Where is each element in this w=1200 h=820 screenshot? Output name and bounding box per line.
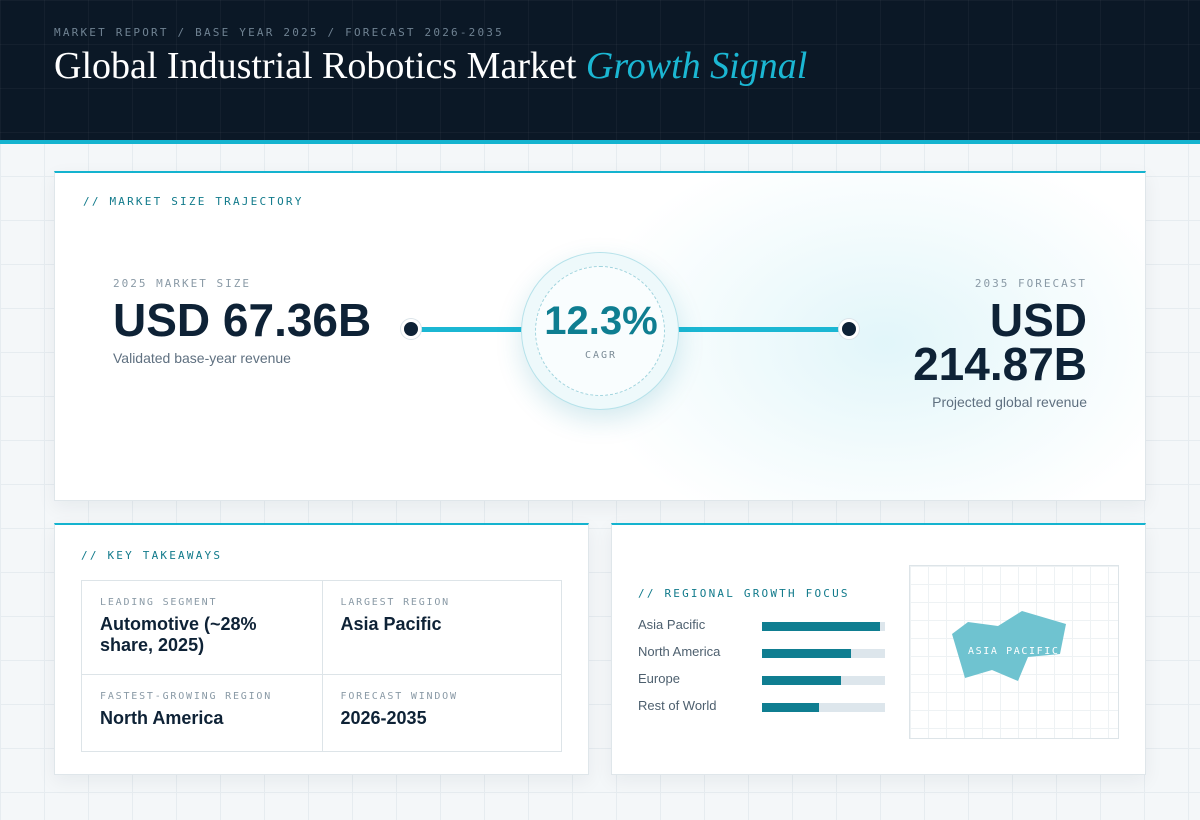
takeaway-cell: FORECAST WINDOW 2026-2035 bbox=[321, 674, 561, 751]
region-bar-row: Asia Pacific bbox=[638, 615, 888, 642]
card-label-regional: // REGIONAL GROWTH FOCUS bbox=[638, 587, 850, 600]
takeaway-label: LEADING SEGMENT bbox=[100, 597, 218, 608]
takeaway-cell: LARGEST REGION Asia Pacific bbox=[321, 581, 562, 674]
forecast-value-line2: 214.87B bbox=[913, 338, 1087, 390]
asia-pacific-map-shape bbox=[952, 611, 1066, 681]
takeaway-label: LARGEST REGION bbox=[340, 597, 450, 608]
region-bar-track bbox=[762, 703, 885, 712]
takeaway-cell: LEADING SEGMENT Automotive (~28% share, … bbox=[82, 581, 322, 674]
region-bar-row: Europe bbox=[638, 669, 888, 696]
region-name: Rest of World bbox=[638, 698, 717, 713]
region-bar-track bbox=[762, 676, 885, 685]
takeaway-label: FORECAST WINDOW bbox=[340, 691, 458, 702]
region-name: Asia Pacific bbox=[638, 617, 706, 632]
cagr-inner-ring: 12.3% CAGR bbox=[535, 266, 665, 396]
takeaway-label: FASTEST-GROWING REGION bbox=[100, 691, 273, 702]
region-bar-fill bbox=[762, 649, 851, 658]
header: MARKET REPORT / BASE YEAR 2025 / FORECAS… bbox=[0, 0, 1200, 140]
regional-growth-card: // REGIONAL GROWTH FOCUS Asia Pacific No… bbox=[611, 523, 1146, 775]
card-label-takeaways: // KEY TAKEAWAYS bbox=[81, 549, 223, 562]
base-value: USD 67.36B bbox=[113, 294, 372, 346]
takeaways-grid: LEADING SEGMENT Automotive (~28% share, … bbox=[81, 580, 562, 752]
region-bar-row: Rest of World bbox=[638, 696, 888, 723]
cagr-label: CAGR bbox=[584, 350, 618, 361]
region-bar-track bbox=[762, 622, 885, 631]
forecast-sub: Projected global revenue bbox=[932, 394, 1087, 410]
page-title: Global Industrial Robotics Market Growth… bbox=[54, 44, 807, 88]
takeaway-cell: FASTEST-GROWING REGION North America bbox=[82, 674, 322, 751]
asia-pacific-region-shape bbox=[952, 611, 1066, 681]
end-point-dot bbox=[839, 319, 859, 339]
forecast-caption: 2035 FORECAST bbox=[974, 277, 1087, 290]
base-caption: 2025 MARKET SIZE bbox=[113, 277, 251, 290]
takeaway-value: Automotive (~28% share, 2025) bbox=[100, 614, 257, 655]
forecast-value: USD 214.87B bbox=[847, 294, 1087, 390]
market-size-card: // MARKET SIZE TRAJECTORY 2025 MARKET SI… bbox=[54, 171, 1146, 501]
takeaway-value: Asia Pacific bbox=[340, 614, 442, 634]
header-rule bbox=[0, 140, 1200, 144]
base-sub: Validated base-year revenue bbox=[113, 350, 291, 366]
start-point-dot bbox=[401, 319, 421, 339]
forecast-block: 2035 FORECAST USD 214.87B Projected glob… bbox=[847, 277, 1087, 410]
base-year-block: 2025 MARKET SIZE USD 67.36B Validated ba… bbox=[113, 277, 371, 366]
cagr-value: 12.3% bbox=[544, 299, 658, 343]
report-eyebrow: MARKET REPORT / BASE YEAR 2025 / FORECAS… bbox=[54, 26, 504, 39]
region-name: Europe bbox=[638, 671, 680, 686]
map-region-label: ASIA PACIFIC bbox=[968, 646, 1060, 657]
forecast-value-line1: USD bbox=[989, 294, 1087, 346]
region-name: North America bbox=[638, 644, 721, 659]
region-bar-fill bbox=[762, 703, 819, 712]
region-bar-row: North America bbox=[638, 642, 888, 669]
title-accent: Growth Signal bbox=[585, 45, 808, 87]
regional-bars: Asia Pacific North America Europe Rest o… bbox=[638, 615, 888, 723]
takeaway-value: North America bbox=[100, 708, 224, 728]
title-main: Global Industrial Robotics Market bbox=[54, 45, 577, 87]
region-bar-track bbox=[762, 649, 885, 658]
key-takeaways-card: // KEY TAKEAWAYS LEADING SEGMENT Automot… bbox=[54, 523, 589, 775]
region-bar-fill bbox=[762, 622, 881, 631]
region-map: ASIA PACIFIC bbox=[909, 565, 1119, 739]
card-label-trajectory: // MARKET SIZE TRAJECTORY bbox=[83, 195, 304, 208]
takeaway-value: 2026-2035 bbox=[340, 708, 427, 728]
region-bar-fill bbox=[762, 676, 841, 685]
cagr-badge: 12.3% CAGR bbox=[521, 252, 679, 410]
